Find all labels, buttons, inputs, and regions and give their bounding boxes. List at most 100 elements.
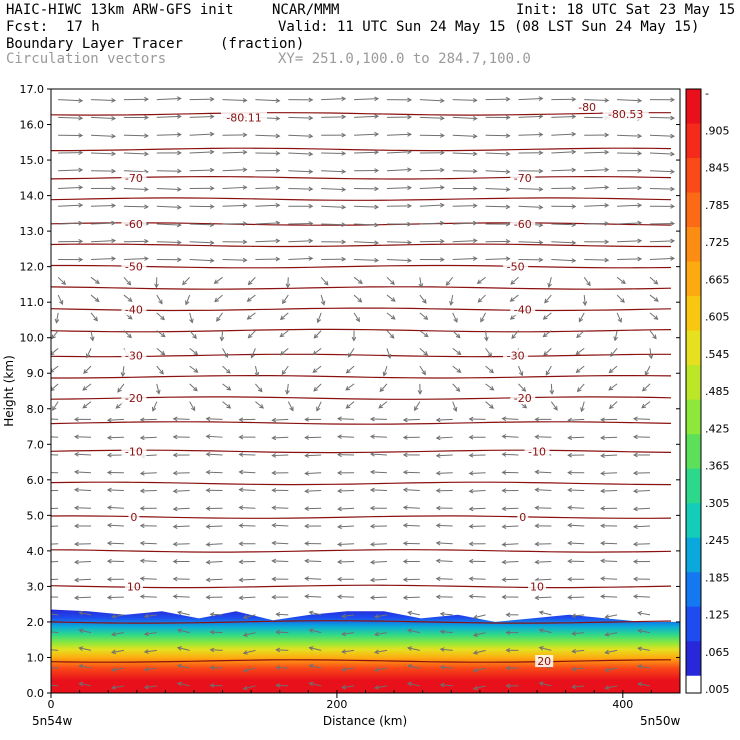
- vector-arrow: [632, 541, 650, 547]
- vector-arrow: [407, 610, 420, 616]
- vector-arrow: [632, 452, 650, 458]
- vector-arrow: [111, 667, 124, 672]
- vector-arrow: [649, 276, 659, 285]
- vector-arrow: [247, 276, 256, 286]
- vector-arrow: [281, 365, 289, 375]
- colorbar-swatch: [686, 158, 701, 194]
- vector-arrow: [518, 96, 544, 101]
- colorbar-label: -: [705, 87, 709, 100]
- vector-arrow: [452, 401, 458, 412]
- vector-arrow: [604, 667, 618, 673]
- vector-arrow: [435, 576, 453, 582]
- vector-arrow: [608, 365, 618, 374]
- vector-arrow: [238, 559, 256, 565]
- vector-arrow: [345, 365, 355, 374]
- vector-arrow: [222, 348, 228, 358]
- vector-arrow: [54, 312, 60, 324]
- colorbar-swatch: [686, 434, 701, 470]
- vector-arrow: [172, 470, 190, 476]
- vector-arrow: [435, 470, 453, 476]
- isotherm-line: [51, 549, 672, 553]
- vector-arrow: [222, 365, 231, 374]
- vector-arrow: [58, 98, 84, 103]
- vector-arrow: [90, 294, 100, 303]
- vector-arrow: [74, 559, 92, 565]
- vector-arrow: [74, 487, 92, 493]
- vector-arrow: [155, 383, 161, 395]
- vector-arrow: [649, 221, 676, 226]
- vector-arrow: [480, 312, 487, 323]
- vector-arrow: [51, 631, 59, 634]
- vector-arrow: [123, 151, 149, 157]
- vector-arrow: [632, 524, 651, 529]
- colorbar: - .905 .845 .785 .725 .665 .605 .545 .485 .425 .36…: [685, 87, 730, 696]
- vector-arrow: [649, 115, 676, 121]
- vector-arrow: [255, 256, 281, 262]
- vector-arrow: [172, 434, 190, 440]
- vector-arrow: [435, 594, 453, 600]
- vector-arrow: [632, 559, 650, 564]
- isotherm-label-bg: [510, 218, 536, 231]
- vector-arrow: [501, 559, 519, 565]
- vector-arrow: [189, 114, 215, 119]
- vector-arrow: [551, 185, 577, 191]
- vector-arrow: [617, 220, 643, 226]
- vector-arrow: [143, 666, 157, 672]
- vector-arrow: [485, 348, 493, 358]
- vector-arrow: [505, 612, 519, 618]
- vector-arrow: [337, 470, 355, 476]
- vector-arrow: [613, 330, 618, 342]
- vector-arrow: [648, 348, 654, 360]
- isotherm-line: [51, 659, 672, 663]
- circulation-vectors: [51, 96, 676, 691]
- vector-arrow: [189, 185, 215, 191]
- isotherm-line: [51, 328, 672, 333]
- vector-arrow: [176, 610, 190, 616]
- vector-arrow: [616, 276, 626, 285]
- isotherm-label-bg: [524, 445, 550, 458]
- vector-arrow: [304, 558, 322, 564]
- vector-arrow: [567, 522, 585, 528]
- isotherm-line: [51, 286, 672, 290]
- vector-arrow: [584, 185, 610, 190]
- vector-arrow: [238, 417, 256, 423]
- vector-arrow: [435, 558, 453, 564]
- vector-arrow: [567, 435, 585, 441]
- vector-arrow: [156, 347, 166, 356]
- isotherm-label: -60: [514, 218, 532, 231]
- isotherm-label: -20: [514, 392, 532, 405]
- vector-arrow: [91, 98, 117, 103]
- vector-arrow: [288, 133, 314, 139]
- isotherm-line: [51, 243, 671, 248]
- isotherm-label-bg: [503, 260, 529, 273]
- vector-arrow: [354, 168, 380, 173]
- vector-arrow: [176, 628, 190, 634]
- vector-arrow: [156, 222, 182, 228]
- valid-time: Valid: 11 UTC Sun 24 May 15 (08 LST Sun …: [278, 19, 700, 35]
- vector-arrow: [637, 664, 651, 669]
- vectors-label: Circulation vectors: [6, 51, 167, 67]
- vector-arrow: [386, 149, 412, 155]
- vector-arrow: [250, 348, 256, 359]
- vector-arrow: [337, 576, 355, 582]
- y-tick-label: 14.0: [20, 190, 45, 203]
- vector-arrow: [485, 383, 495, 391]
- vector-arrow: [58, 115, 84, 121]
- isotherm-line: [51, 147, 672, 152]
- vector-arrow: [139, 558, 157, 564]
- vector-arrow: [238, 487, 256, 493]
- vector-arrow: [123, 115, 149, 120]
- vector-arrow: [52, 401, 59, 411]
- vector-arrow: [51, 383, 59, 391]
- vector-arrow: [304, 488, 322, 494]
- colorbar-label: .065: [705, 646, 730, 659]
- isotherm-label: -80.11: [226, 111, 261, 124]
- vector-arrow: [82, 401, 92, 409]
- vector-arrow: [608, 383, 618, 391]
- isotherm-label-bg: [528, 580, 547, 593]
- vector-arrow: [604, 614, 618, 619]
- vector-arrow: [154, 277, 159, 289]
- vector-arrow: [468, 470, 486, 476]
- vector-arrow: [505, 647, 519, 653]
- vector-arrow: [449, 294, 454, 306]
